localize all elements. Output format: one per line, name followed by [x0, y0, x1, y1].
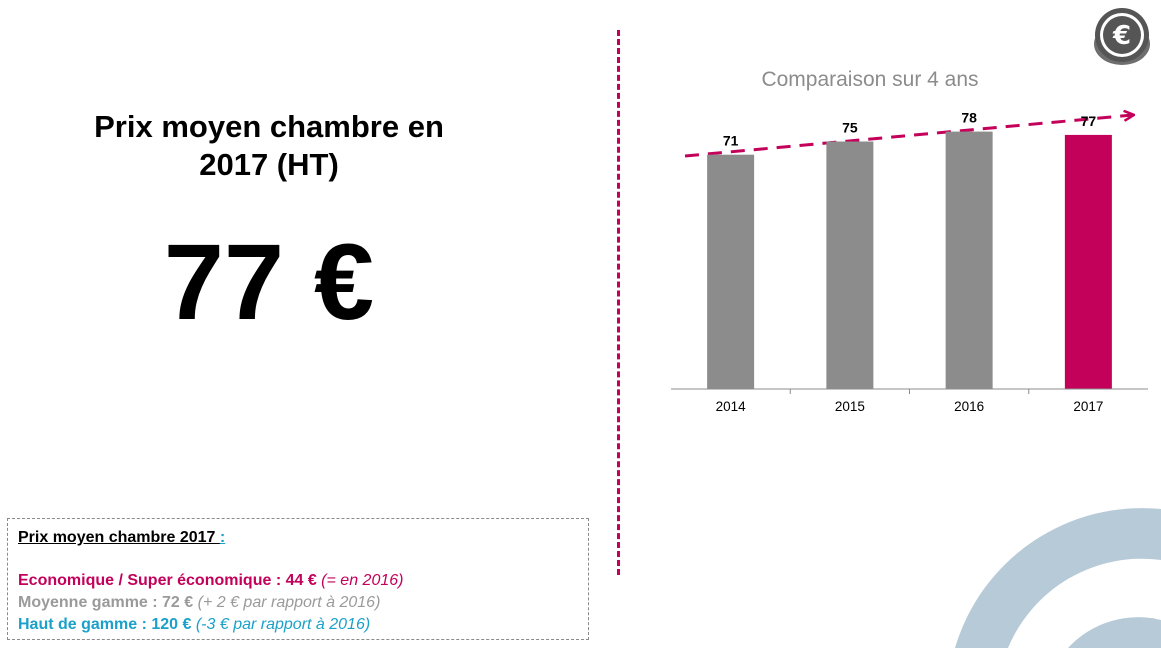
decorative-arcs [955, 508, 1161, 648]
price-breakdown-heading: Prix moyen chambre 2017 : [18, 527, 588, 549]
price-line-haut-de-gamme-note: (-3 € par rapport à 2016) [191, 616, 371, 633]
data-label-2016: 78 [961, 110, 977, 126]
data-label-2015: 75 [842, 120, 858, 136]
price-line-economique-label: Economique / Super économique : 44 € [18, 572, 317, 589]
x-tick-label-2017: 2017 [1073, 399, 1103, 414]
data-label-2017: 77 [1081, 113, 1097, 129]
price-breakdown-heading-colon: : [219, 529, 226, 546]
main-title-line-2: 2017 (HT) [199, 147, 339, 182]
price-line-moyenne-gamme-note: (+ 2 € par rapport à 2016) [193, 594, 381, 611]
svg-text:€: € [1112, 21, 1131, 51]
main-title: Prix moyen chambre en 2017 (HT) [40, 108, 498, 184]
price-breakdown-heading-text: Prix moyen chambre 2017 [18, 529, 220, 546]
price-line-moyenne-gamme: Moyenne gamme : 72 € (+ 2 € par rapport … [18, 592, 588, 614]
bar-2014 [707, 154, 755, 389]
price-breakdown-box: Prix moyen chambre 2017 : Economique / S… [7, 518, 589, 640]
price-line-economique: Economique / Super économique : 44 € (= … [18, 570, 588, 592]
x-tick-label-2014: 2014 [716, 399, 747, 414]
chart-title: Comparaison sur 4 ans [761, 68, 979, 91]
trend-arrow-layer [684, 115, 1133, 158]
bars-layer: 71 75 78 77 [707, 110, 1112, 389]
price-line-moyenne-gamme-label: Moyenne gamme : 72 € [18, 594, 194, 611]
dashed-trend-arrow-icon [684, 115, 1133, 158]
price-line-haut-de-gamme-label: Haut de gamme : 120 € [18, 616, 192, 633]
bar-2015 [826, 141, 874, 389]
bar-2016 [945, 131, 993, 389]
bar-2017 [1064, 134, 1112, 389]
euro-coin-icon: € [1094, 8, 1150, 65]
data-label-2014: 71 [723, 133, 739, 149]
section-divider [617, 30, 620, 575]
price-line-haut-de-gamme: Haut de gamme : 120 € (-3 € par rapport … [18, 614, 588, 636]
x-tick-label-2016: 2016 [954, 399, 984, 414]
main-title-line-1: Prix moyen chambre en [94, 109, 444, 144]
price-line-economique-note: (= en 2016) [316, 572, 404, 589]
x-tick-label-2015: 2015 [835, 399, 865, 414]
average-price-value: 77 € [163, 221, 375, 342]
x-axis: 2014 2015 2016 2017 [671, 388, 1148, 414]
